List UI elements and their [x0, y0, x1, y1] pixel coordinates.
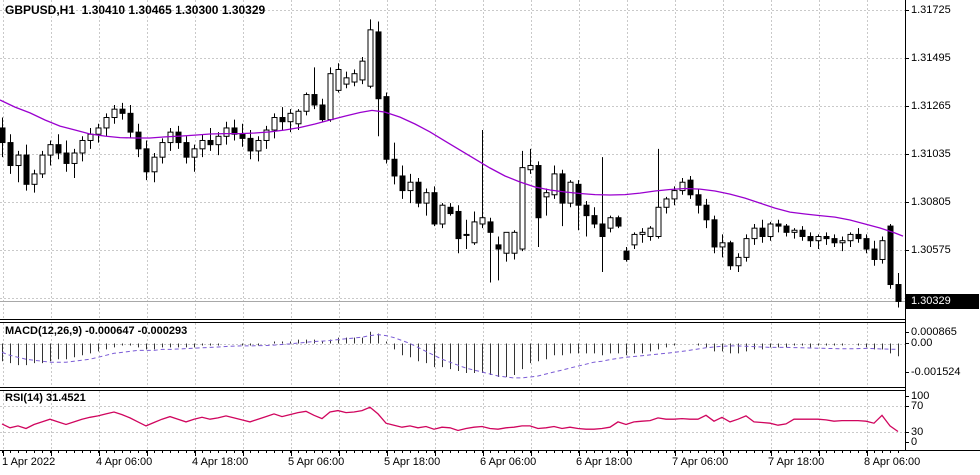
- rsi-axis-label: 30: [911, 426, 924, 438]
- price-axis-label: 1.31035: [911, 148, 951, 160]
- price-axis[interactable]: [906, 0, 980, 450]
- price-axis-label: 1.30575: [911, 244, 951, 256]
- rsi-label: RSI(14) 31.4521: [5, 392, 86, 404]
- time-axis-label: 6 Apr 18:00: [576, 456, 633, 468]
- current-price-badge: 1.30329: [906, 294, 979, 309]
- time-axis-label: 8 Apr 06:00: [864, 456, 921, 468]
- time-axis-label: 6 Apr 06:00: [480, 456, 537, 468]
- rsi-axis-label: 0: [911, 436, 918, 448]
- price-axis-label: 1.30805: [911, 196, 951, 208]
- main-chart-panel[interactable]: [0, 0, 905, 319]
- price-axis-label: 1.31495: [911, 52, 951, 64]
- macd-label: MACD(12,26,9) -0.000647 -0.000293: [5, 325, 188, 337]
- macd-axis-label: 0.000865: [911, 326, 957, 338]
- macd-axis-label: -0.001524: [911, 366, 961, 378]
- time-axis-label: 7 Apr 06:00: [672, 456, 729, 468]
- rsi-axis-label: 100: [911, 390, 930, 402]
- time-axis-label: 5 Apr 18:00: [384, 456, 441, 468]
- time-axis-label: 7 Apr 18:00: [768, 456, 825, 468]
- price-axis-label: 1.31265: [911, 100, 951, 112]
- time-axis-label: 5 Apr 06:00: [288, 456, 345, 468]
- time-axis-label: 4 Apr 18:00: [192, 456, 249, 468]
- macd-axis-label: 0.00: [911, 337, 933, 349]
- time-axis-label: 1 Apr 2022: [2, 456, 56, 468]
- rsi-panel[interactable]: [0, 391, 905, 449]
- chart-title: GBPUSD,H1 1.30410 1.30465 1.30300 1.3032…: [5, 3, 266, 17]
- price-axis-label: 1.31725: [911, 4, 951, 16]
- rsi-axis-label: 70: [911, 400, 924, 412]
- time-axis-label: 4 Apr 06:00: [96, 456, 153, 468]
